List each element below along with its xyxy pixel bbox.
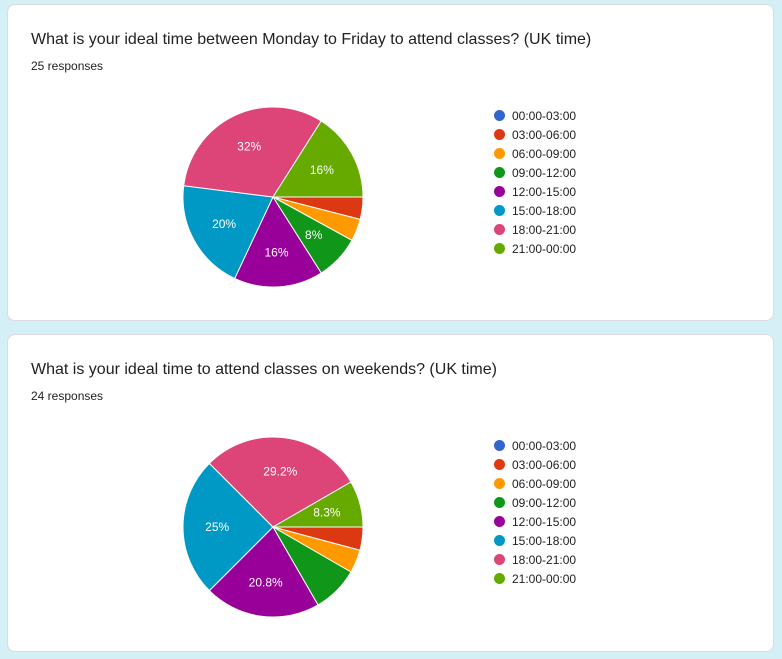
pie-slice-12:00-15:00 <box>208 526 319 618</box>
legend-label: 12:00-15:00 <box>512 184 577 199</box>
pie-slice-21:00-00:00 <box>272 120 364 198</box>
legend-item: 21:00-00:00 <box>494 569 576 588</box>
legend-swatch <box>494 167 505 178</box>
legend-item: 12:00-15:00 <box>494 182 576 201</box>
legend-item: 18:00-21:00 <box>494 220 576 239</box>
legend-item: 09:00-12:00 <box>494 163 576 182</box>
legend-item: 18:00-21:00 <box>494 550 576 569</box>
legend-label: 03:00-06:00 <box>512 457 577 472</box>
legend-label: 21:00-00:00 <box>512 571 577 586</box>
legend-swatch <box>494 440 505 451</box>
legend-swatch <box>494 110 505 121</box>
pie-chart: 20.8% 25% 29.2% 8.3% <box>182 436 364 618</box>
chart-title: What is your ideal time to attend classe… <box>31 361 497 378</box>
legend-label: 06:00-09:00 <box>512 476 577 491</box>
pie-chart: 8% 16% 20% 32% 16% <box>182 106 364 288</box>
legend-item: 00:00-03:00 <box>494 436 576 455</box>
pie-slice-21:00-00:00 <box>271 481 364 528</box>
legend-swatch <box>494 243 505 254</box>
slice-label: 16% <box>310 163 334 177</box>
slice-label: 25% <box>205 520 229 534</box>
slice-label: 20% <box>212 217 236 231</box>
legend-item: 00:00-03:00 <box>494 106 576 125</box>
legend-item: 09:00-12:00 <box>494 493 576 512</box>
legend-item: 03:00-06:00 <box>494 125 576 144</box>
legend-label: 12:00-15:00 <box>512 514 577 529</box>
legend-label: 18:00-21:00 <box>512 222 577 237</box>
legend-item: 03:00-06:00 <box>494 455 576 474</box>
legend-item: 06:00-09:00 <box>494 474 576 493</box>
legend-item: 15:00-18:00 <box>494 531 576 550</box>
chart-title: What is your ideal time between Monday t… <box>31 31 592 48</box>
legend-label: 00:00-03:00 <box>512 108 577 123</box>
legend-item: 15:00-18:00 <box>494 201 576 220</box>
pie-slice-15:00-18:00 <box>182 462 274 592</box>
response-count: 25 responses <box>31 59 104 73</box>
legend-label: 03:00-06:00 <box>512 127 577 142</box>
slice-label: 8.3% <box>313 506 341 520</box>
legend-swatch <box>494 186 505 197</box>
pie-slice-15:00-18:00 <box>182 185 274 280</box>
slice-label: 32% <box>237 140 261 154</box>
chart-legend: 00:00-03:00 03:00-06:00 06:00-09:00 09:00-1… <box>494 106 576 258</box>
chart-card-weekend: What is your ideal time to attend classe… <box>7 334 774 652</box>
legend-label: 06:00-09:00 <box>512 146 577 161</box>
slice-label: 16% <box>264 246 288 260</box>
legend-swatch <box>494 497 505 508</box>
legend-swatch <box>494 205 505 216</box>
legend-label: 15:00-18:00 <box>512 533 577 548</box>
legend-swatch <box>494 478 505 489</box>
legend-swatch <box>494 224 505 235</box>
legend-swatch <box>494 129 505 140</box>
slice-label: 20.8% <box>249 575 283 589</box>
response-count: 24 responses <box>31 389 104 403</box>
legend-item: 21:00-00:00 <box>494 239 576 258</box>
pie-slice-12:00-15:00 <box>234 195 322 288</box>
chart-card-weekday: What is your ideal time between Monday t… <box>7 4 774 321</box>
legend-label: 09:00-12:00 <box>512 165 577 180</box>
slice-label: 29.2% <box>263 465 297 479</box>
slice-label: 8% <box>305 228 323 242</box>
legend-swatch <box>494 516 505 527</box>
legend-label: 00:00-03:00 <box>512 438 577 453</box>
legend-label: 09:00-12:00 <box>512 495 577 510</box>
legend-item: 06:00-09:00 <box>494 144 576 163</box>
pie-slice-18:00-21:00 <box>208 436 352 528</box>
legend-swatch <box>494 459 505 470</box>
legend-label: 21:00-00:00 <box>512 241 577 256</box>
legend-label: 15:00-18:00 <box>512 203 577 218</box>
chart-legend: 00:00-03:00 03:00-06:00 06:00-09:00 09:00-1… <box>494 436 576 588</box>
legend-swatch <box>494 148 505 159</box>
legend-swatch <box>494 573 505 584</box>
legend-item: 12:00-15:00 <box>494 512 576 531</box>
legend-swatch <box>494 535 505 546</box>
legend-swatch <box>494 554 505 565</box>
legend-label: 18:00-21:00 <box>512 552 577 567</box>
